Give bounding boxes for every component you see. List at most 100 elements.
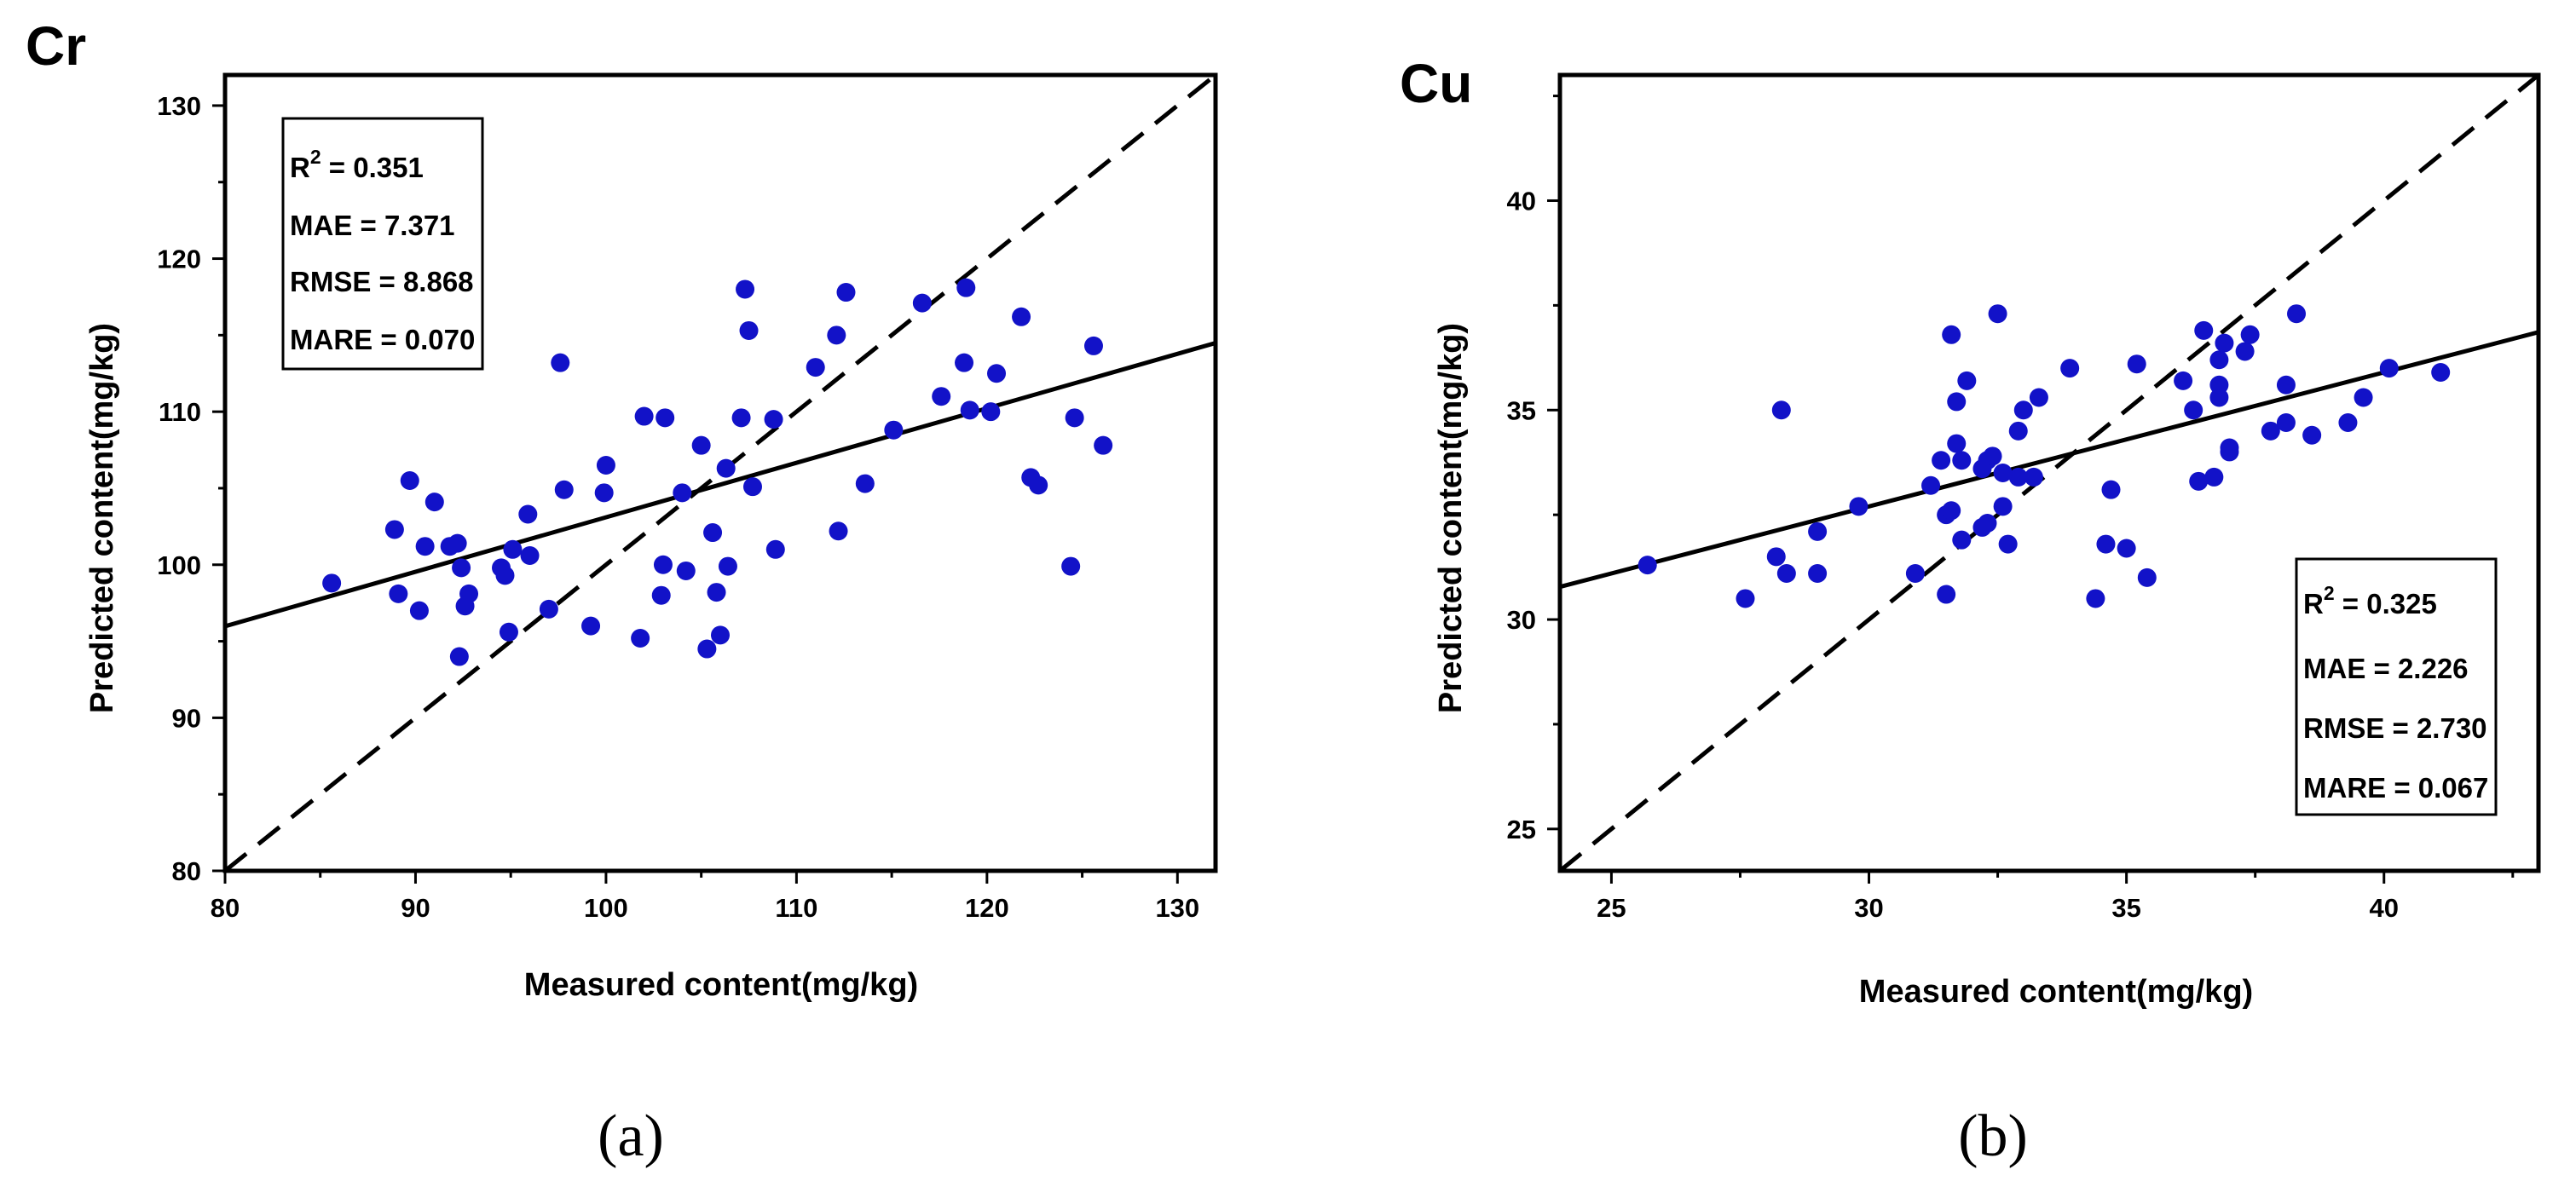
data-point bbox=[1083, 336, 1103, 355]
data-point bbox=[2096, 534, 2116, 554]
data-point bbox=[2127, 354, 2146, 374]
data-point bbox=[2209, 388, 2229, 407]
data-point bbox=[322, 573, 342, 593]
data-point bbox=[2276, 413, 2296, 433]
stat-rmse-a: RMSE = 8.868 bbox=[290, 266, 474, 297]
data-point bbox=[2117, 539, 2136, 558]
data-point bbox=[634, 406, 654, 426]
y-tick-label: 130 bbox=[157, 91, 201, 121]
data-point bbox=[1808, 563, 1828, 583]
data-point bbox=[1029, 475, 1048, 495]
data-point bbox=[2008, 467, 2028, 487]
data-point bbox=[1771, 400, 1791, 420]
data-point bbox=[653, 555, 673, 574]
data-point bbox=[1947, 434, 1967, 453]
stat-rmse-b: RMSE = 2.730 bbox=[2303, 712, 2487, 744]
y-tick-label: 100 bbox=[157, 550, 201, 580]
data-point bbox=[2215, 333, 2234, 353]
x-tick-label: 80 bbox=[211, 893, 240, 923]
data-point bbox=[1952, 451, 1972, 470]
stats-box-b: R2 = 0.325 MAE = 2.226 RMSE = 2.730 MARE… bbox=[2295, 557, 2498, 816]
fit-line-b bbox=[1560, 330, 2538, 590]
data-point bbox=[2204, 467, 2224, 487]
data-point bbox=[673, 483, 692, 503]
y-tick-label: 40 bbox=[1507, 186, 1536, 216]
chart-panel-b: Cu 25 30 35 40 25 30 35 40 Measured content(mg/… bbox=[1400, 53, 2541, 1169]
data-point bbox=[2060, 359, 2080, 378]
plot-frame-b bbox=[1557, 72, 2541, 873]
data-point bbox=[1849, 497, 1868, 516]
data-point bbox=[594, 483, 614, 503]
data-point bbox=[2220, 438, 2239, 458]
x-tick-label: 100 bbox=[584, 893, 628, 923]
data-point bbox=[1942, 325, 1961, 344]
data-point bbox=[981, 402, 1001, 422]
data-point bbox=[2354, 388, 2373, 407]
data-point bbox=[1808, 521, 1828, 541]
x-tick-label: 90 bbox=[401, 893, 430, 923]
data-point bbox=[551, 353, 570, 372]
x-tick-label: 40 bbox=[2369, 893, 2398, 923]
data-point bbox=[448, 533, 467, 553]
y-tick-label: 30 bbox=[1507, 605, 1536, 635]
data-point bbox=[932, 387, 951, 406]
data-point bbox=[2209, 350, 2229, 370]
data-point bbox=[2189, 471, 2209, 491]
data-point bbox=[2024, 467, 2043, 487]
stat-mae-b: MAE = 2.226 bbox=[2303, 653, 2469, 684]
data-point bbox=[2013, 400, 2033, 420]
stat-mare-b: MARE = 0.067 bbox=[2303, 772, 2488, 804]
plot-area-b: 25 30 35 40 25 30 35 40 bbox=[1507, 72, 2541, 923]
data-point bbox=[2379, 359, 2399, 378]
x-axis-title-a: Measured content(mg/kg) bbox=[524, 967, 918, 1003]
y-axis-title-b: Predicted content(mg/kg) bbox=[1433, 323, 1469, 713]
data-point bbox=[384, 520, 404, 539]
data-point bbox=[2338, 413, 2358, 433]
data-point bbox=[2101, 480, 2121, 499]
data-point bbox=[716, 458, 736, 478]
data-point bbox=[495, 566, 515, 585]
stats-box-a: R2 = 0.351 MAE = 7.371 RMSE = 8.868 MARE… bbox=[281, 117, 484, 371]
data-point bbox=[827, 325, 846, 345]
data-point bbox=[539, 599, 558, 619]
data-point bbox=[764, 410, 783, 429]
data-point bbox=[1766, 547, 1786, 567]
data-point bbox=[581, 616, 601, 636]
data-point bbox=[2302, 425, 2322, 445]
plot-area-a: 80 90 100 110 120 130 80 90 100 110 120 130 bbox=[157, 72, 1218, 923]
data-point bbox=[1998, 534, 2018, 554]
data-point bbox=[1937, 585, 1956, 604]
stat-mare-a: MARE = 0.070 bbox=[290, 324, 475, 355]
panel-title-cr: Cr bbox=[26, 15, 86, 77]
data-point bbox=[1094, 435, 1113, 455]
data-point bbox=[765, 539, 785, 559]
data-point bbox=[736, 279, 755, 299]
data-point bbox=[1932, 451, 1951, 470]
x-axis-title-b: Measured content(mg/kg) bbox=[1859, 974, 2253, 1010]
plot-frame-a bbox=[222, 72, 1218, 873]
data-point bbox=[452, 558, 471, 578]
data-point bbox=[1776, 563, 1796, 583]
data-point bbox=[1942, 501, 1961, 521]
data-point bbox=[2137, 567, 2157, 587]
data-point bbox=[554, 480, 574, 499]
data-point bbox=[739, 320, 759, 340]
y-axis-title-a: Predicted content(mg/kg) bbox=[84, 323, 120, 713]
data-point bbox=[2431, 363, 2451, 383]
data-point bbox=[829, 521, 848, 541]
data-point bbox=[731, 408, 751, 428]
data-point bbox=[2240, 325, 2260, 344]
y-tick-label: 25 bbox=[1507, 815, 1536, 844]
data-point bbox=[656, 408, 675, 428]
fit-line-a bbox=[225, 341, 1216, 629]
data-point bbox=[806, 358, 825, 377]
data-point bbox=[912, 293, 932, 313]
data-point bbox=[596, 456, 615, 475]
data-point bbox=[1065, 408, 1084, 428]
data-point bbox=[651, 585, 671, 605]
y-tick-label: 80 bbox=[172, 856, 201, 886]
stat-r2-b: R2 = 0.325 bbox=[2303, 582, 2437, 619]
data-point bbox=[425, 493, 444, 512]
data-point bbox=[2276, 375, 2296, 395]
